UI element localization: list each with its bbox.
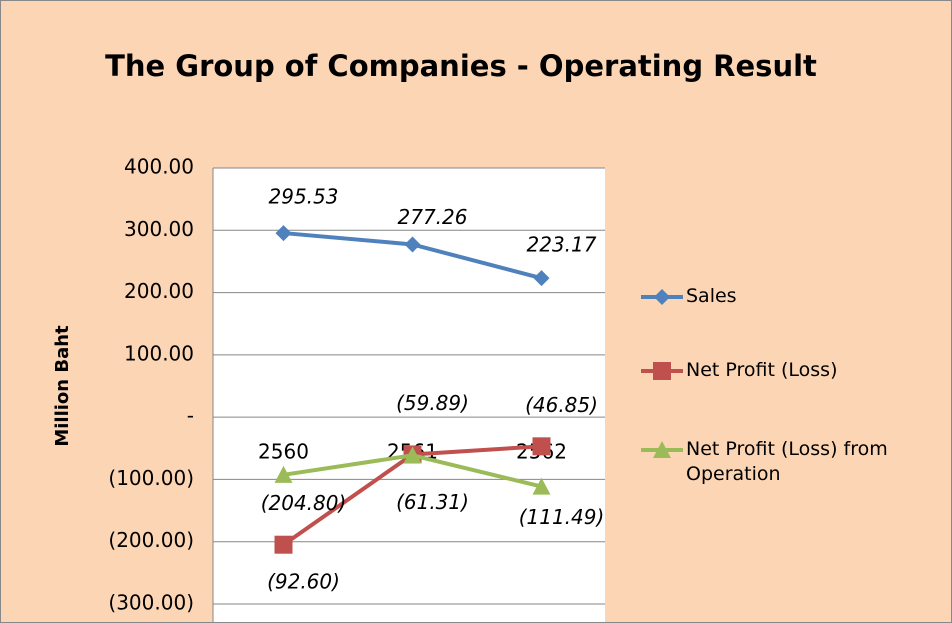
- legend-label: Sales: [686, 285, 737, 307]
- x-tick-label: 2560: [258, 440, 309, 464]
- marker: [275, 225, 292, 242]
- y-tick-label: -: [187, 404, 194, 428]
- data-label: 223.17: [527, 233, 597, 257]
- marker: [274, 465, 293, 483]
- data-label: (61.31): [396, 490, 469, 514]
- marker: [532, 477, 551, 495]
- y-tick-label: (100.00): [108, 466, 194, 490]
- marker: [532, 437, 551, 456]
- legend-label: Net Profit (Loss): [686, 359, 838, 381]
- y-tick-label: 300.00: [124, 217, 194, 241]
- data-label: (111.49): [519, 505, 605, 529]
- data-label: (204.80): [261, 491, 347, 515]
- data-label: (59.89): [396, 391, 469, 415]
- y-tick-label: 100.00: [124, 341, 194, 365]
- data-label: (46.85): [525, 393, 598, 417]
- marker: [653, 362, 671, 380]
- y-tick-label: 200.00: [124, 279, 194, 303]
- marker: [533, 270, 550, 287]
- data-label: 277.26: [398, 205, 468, 229]
- legend-label: Net Profit (Loss) from Operation: [686, 438, 888, 485]
- chart-title: The Group of Companies - Operating Resul…: [105, 49, 817, 83]
- data-label: 295.53: [269, 185, 339, 209]
- y-tick-label: 400.00: [124, 155, 194, 179]
- marker: [653, 441, 671, 458]
- data-label: (92.60): [267, 569, 340, 593]
- y-tick-label: (300.00): [108, 591, 194, 615]
- y-tick-label: (200.00): [108, 528, 194, 552]
- marker: [403, 446, 422, 464]
- marker: [654, 289, 670, 305]
- marker: [274, 535, 293, 554]
- marker: [404, 236, 421, 253]
- y-axis-label: Million Baht: [52, 325, 73, 447]
